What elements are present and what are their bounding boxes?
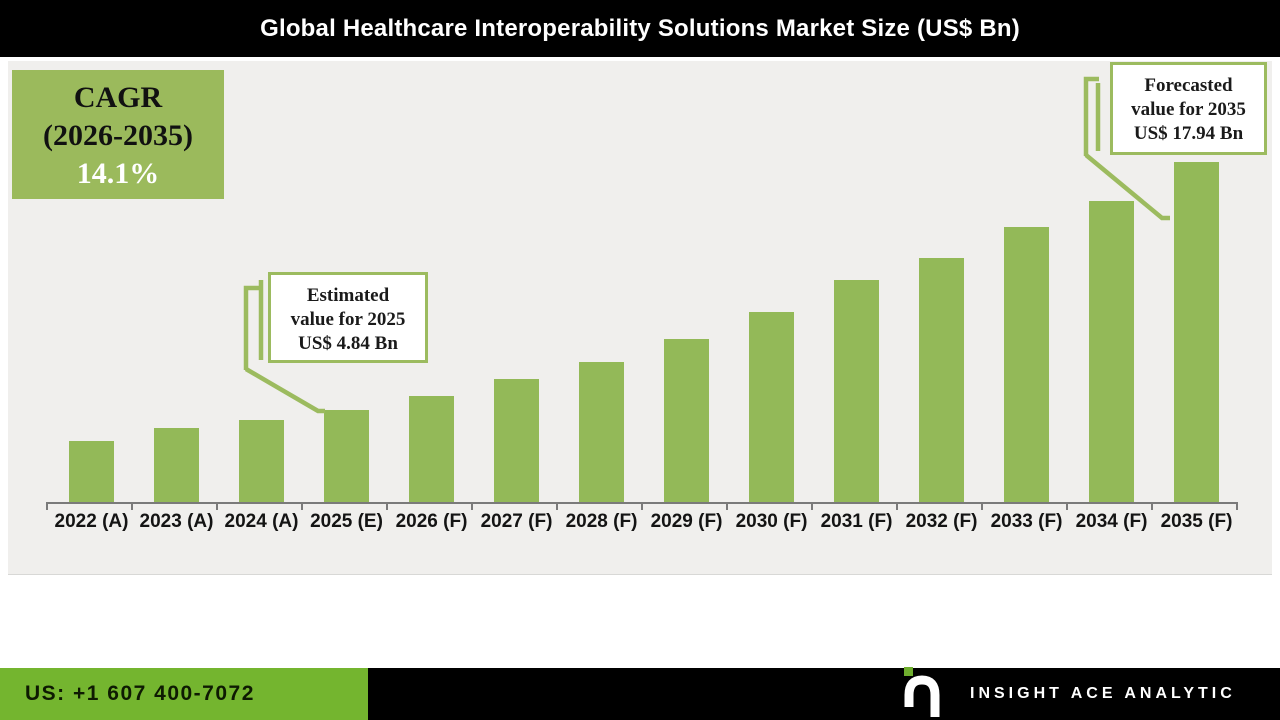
title-bar: Global Healthcare Interoperability Solut… (0, 0, 1280, 57)
x-axis-tick (556, 502, 558, 510)
estimated-value-callout: Estimated value for 2025 US$ 4.84 Bn (268, 272, 428, 363)
bottom-bar: US: +1 607 400-7072 INSIGHT ACE ANALYTIC (0, 667, 1280, 720)
bar-2027-f (494, 379, 539, 502)
forecasted-value-callout: Forecasted value for 2035 US$ 17.94 Bn (1110, 62, 1267, 155)
bar-2024-a (239, 420, 284, 502)
x-axis-tick (726, 502, 728, 510)
x-axis-label: 2030 (F) (735, 511, 808, 532)
bar-2025-e (324, 410, 369, 502)
bar-2034-f (1089, 201, 1134, 502)
x-axis-label: 2032 (F) (905, 511, 978, 532)
estimated-line2: value for 2025 (290, 309, 406, 330)
x-axis-label: 2034 (F) (1075, 511, 1148, 532)
phone-number: US: +1 607 400-7072 (25, 682, 255, 705)
forecasted-line1: Forecasted (1144, 75, 1233, 96)
cagr-value: 14.1% (76, 157, 160, 190)
x-axis-tick (216, 502, 218, 510)
cagr-period: (2026-2035) (43, 119, 193, 152)
bar-2029-f (664, 339, 709, 502)
x-axis-tick (471, 502, 473, 510)
bar-2028-f (579, 362, 624, 502)
brand-block: INSIGHT ACE ANALYTIC (902, 667, 1236, 720)
x-axis-label: 2028 (F) (565, 511, 638, 532)
x-axis-tick (46, 502, 48, 510)
x-axis-tick (811, 502, 813, 510)
x-axis-label: 2024 (A) (224, 511, 299, 532)
x-axis-label: 2031 (F) (820, 511, 893, 532)
estimated-value: US$ 4.84 Bn (298, 333, 398, 354)
phone-box: US: +1 607 400-7072 (0, 668, 368, 720)
bar-2033-f (1004, 227, 1049, 502)
forecasted-value: US$ 17.94 Bn (1133, 123, 1244, 144)
bar-2022-a (69, 441, 114, 502)
forecasted-line2: value for 2035 (1131, 99, 1246, 120)
footer: Market Contributors: ORACLE Health Inter… (0, 575, 1280, 668)
bar-2030-f (749, 312, 794, 502)
x-axis-label: 2029 (F) (650, 511, 723, 532)
x-axis-label: 2022 (A) (54, 511, 129, 532)
estimated-line1: Estimated (306, 285, 390, 306)
x-axis-tick (301, 502, 303, 510)
x-axis-tick (896, 502, 898, 510)
x-axis-label: 2026 (F) (395, 511, 468, 532)
x-axis-tick (641, 502, 643, 510)
x-axis-tick (131, 502, 133, 510)
x-axis-tick (1236, 502, 1238, 510)
x-axis-label: 2023 (A) (139, 511, 214, 532)
cagr-box: CAGR (2026-2035) 14.1% (12, 70, 224, 199)
x-axis-label: 2025 (E) (310, 511, 383, 532)
x-axis-tick (386, 502, 388, 510)
brand-name: INSIGHT ACE ANALYTIC (970, 685, 1236, 702)
bar-2023-a (154, 428, 199, 502)
x-axis-tick (1151, 502, 1153, 510)
bar-2026-f (409, 396, 454, 502)
bar-2035-f (1174, 162, 1219, 502)
x-axis-label: 2035 (F) (1160, 511, 1233, 532)
x-axis-label: 2033 (F) (990, 511, 1063, 532)
insight-ace-logo-icon (902, 667, 942, 717)
page-title: Global Healthcare Interoperability Solut… (260, 14, 1020, 42)
x-axis-label: 2027 (F) (480, 511, 553, 532)
cagr-label: CAGR (73, 81, 163, 114)
bar-2031-f (834, 280, 879, 502)
x-axis-tick (1066, 502, 1068, 510)
bar-2032-f (919, 258, 964, 502)
x-axis-tick (981, 502, 983, 510)
